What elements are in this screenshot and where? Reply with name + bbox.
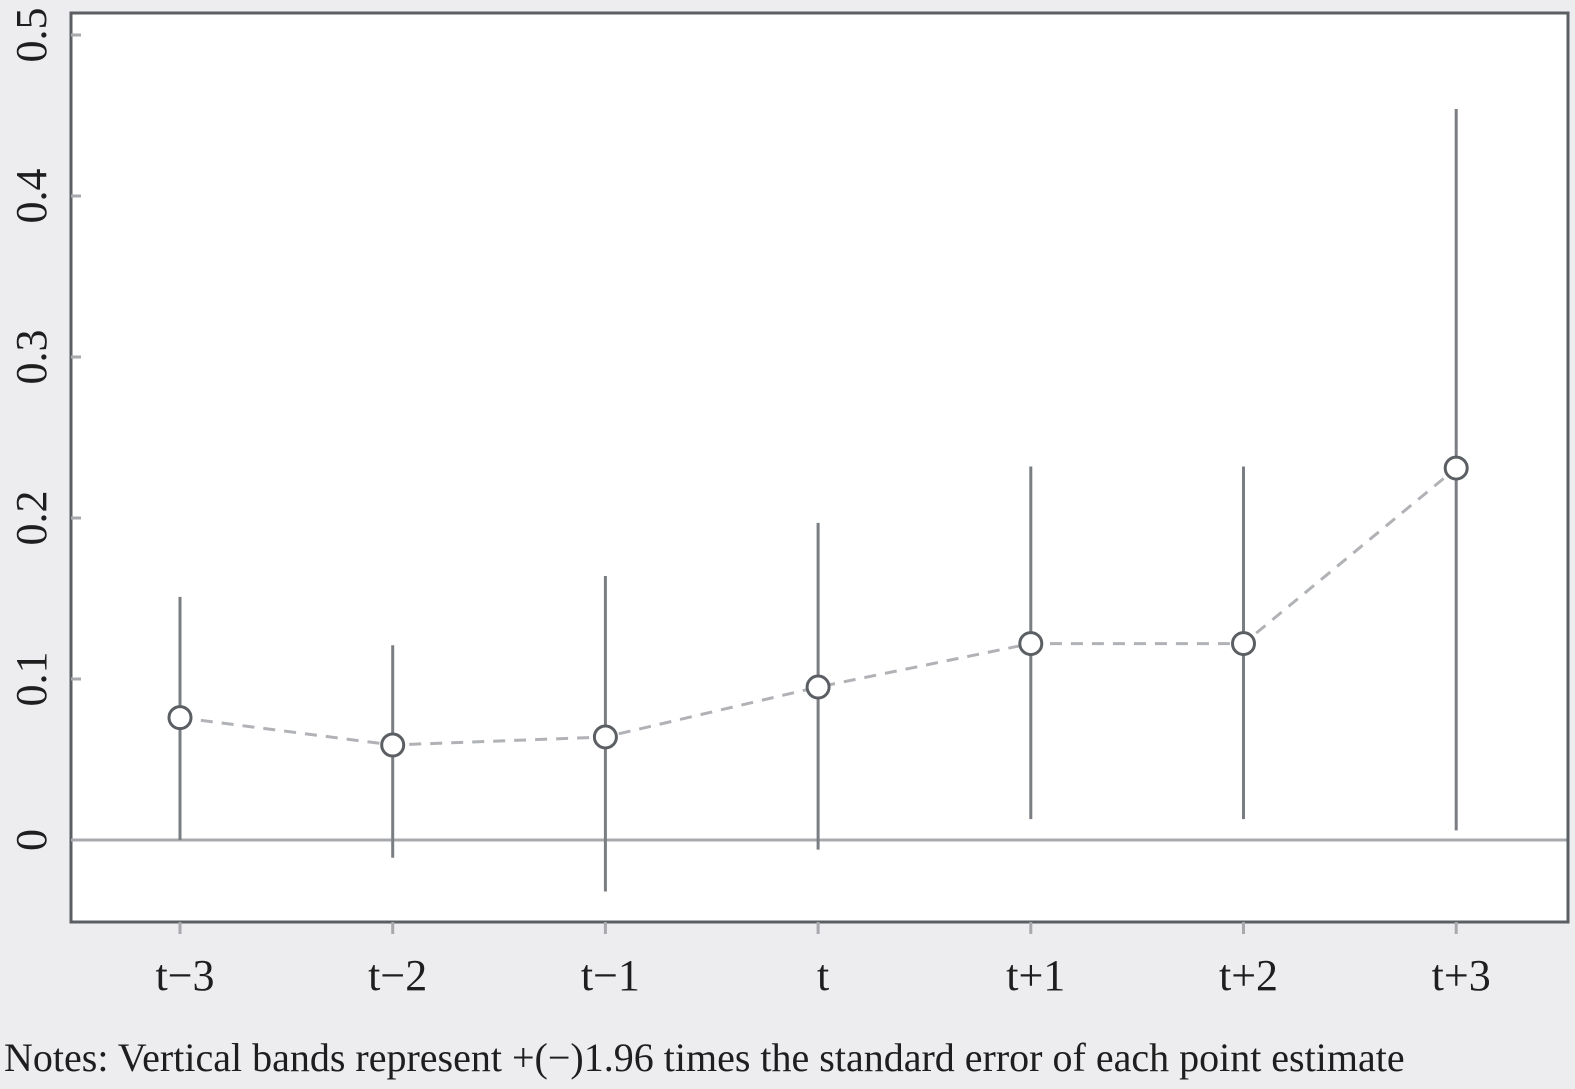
y-tick-label-6: 0.5 (7, 8, 56, 63)
figure-notes: Notes: Vertical bands represent +(−)1.96… (4, 1035, 1405, 1080)
point-marker-3 (592, 724, 618, 750)
y-tick-label-4: 0.3 (7, 330, 56, 385)
y-tick-label-1: 0 (7, 829, 56, 851)
x-tick-label-2: t−2 (368, 951, 427, 1000)
y-tick-label-2: 0.1 (7, 652, 56, 707)
point-marker-7 (1443, 455, 1469, 481)
point-marker-1 (167, 705, 193, 731)
x-tick-label-4: t (817, 951, 829, 1000)
y-tick-label-5: 0.4 (7, 169, 56, 224)
x-tick-label-3: t−1 (581, 951, 640, 1000)
x-tick-label-1: t−3 (155, 951, 214, 1000)
x-tick-label-7: t+3 (1432, 951, 1491, 1000)
point-marker-5 (1018, 631, 1044, 657)
point-marker-6 (1231, 631, 1256, 657)
x-tick-label-6: t+2 (1219, 951, 1278, 1000)
y-axis: 0 0.1 0.2 0.3 0.4 0.5 (7, 8, 81, 851)
x-axis: t−3 t−2 t−1 t t+1 t+2 t+3 (155, 922, 1491, 1000)
point-marker-2 (380, 732, 406, 758)
y-tick-label-3: 0.2 (7, 491, 56, 546)
marker-layer (167, 455, 1469, 758)
x-tick-label-5: t+1 (1006, 951, 1065, 1000)
point-marker-4 (805, 674, 831, 700)
